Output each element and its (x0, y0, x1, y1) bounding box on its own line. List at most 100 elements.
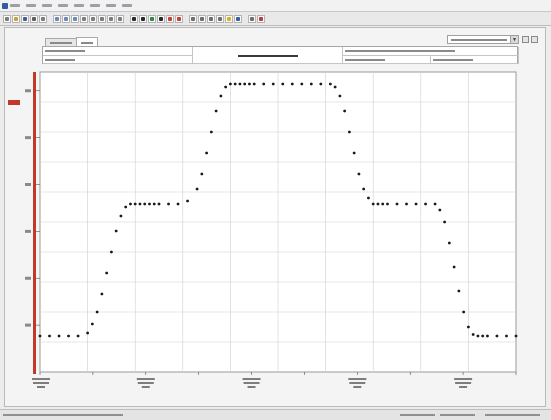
series-point (143, 202, 147, 206)
series-point (481, 334, 485, 338)
pause-button[interactable] (139, 14, 147, 23)
series-point (200, 172, 204, 176)
stop-button[interactable] (166, 14, 174, 23)
series-point (186, 199, 189, 203)
tab-label (50, 42, 72, 44)
step-button[interactable] (157, 14, 165, 23)
info-cell (43, 47, 193, 56)
series-point (309, 82, 313, 86)
print-icon (32, 16, 36, 21)
x-tick-label (243, 382, 260, 384)
marker-button[interactable] (98, 14, 106, 23)
series-point (271, 82, 275, 86)
tab-label (81, 41, 93, 44)
help-button[interactable] (234, 14, 242, 23)
pan-button[interactable] (80, 14, 88, 23)
series-point (443, 220, 446, 224)
alarm-button[interactable] (175, 14, 183, 23)
info-cell (343, 47, 519, 56)
series-point (495, 334, 499, 338)
series-point (367, 196, 370, 200)
info-cell (43, 56, 193, 64)
series-point (348, 130, 351, 134)
series-point (129, 202, 132, 206)
series-point (457, 289, 461, 293)
zoom-in-icon (55, 16, 59, 21)
series-point (243, 82, 247, 86)
x-tick-label (33, 382, 49, 384)
series-point (362, 187, 366, 191)
menu-item[interactable] (10, 4, 20, 7)
grid-button[interactable] (189, 14, 197, 23)
zoom-fit-button[interactable] (71, 14, 79, 23)
print-button[interactable] (30, 14, 38, 23)
y-axis-unit-label (8, 100, 20, 105)
play-button[interactable] (130, 14, 138, 23)
series-point (138, 202, 142, 206)
zoom-out-button[interactable] (62, 14, 70, 23)
copy-icon (41, 16, 45, 21)
menu-bar (0, 0, 551, 12)
channel-select[interactable]: ▼ (447, 35, 519, 44)
status-text (3, 414, 123, 416)
x-tick-label (37, 386, 45, 388)
new-button[interactable] (3, 14, 11, 23)
import-icon (218, 16, 222, 21)
menu-item[interactable] (26, 4, 36, 7)
series-point (376, 202, 380, 206)
open-button[interactable] (12, 14, 20, 23)
series-point (124, 205, 128, 209)
table-button[interactable] (198, 14, 206, 23)
series-point (176, 202, 180, 206)
export-button[interactable] (207, 14, 215, 23)
series-point (133, 202, 137, 206)
series-point (386, 202, 389, 206)
y-tick-label (25, 323, 31, 327)
save-button[interactable] (21, 14, 29, 23)
tab-strip (45, 37, 98, 47)
x-tick-label (141, 386, 150, 388)
series-point (105, 271, 109, 275)
cursor-button[interactable] (89, 14, 97, 23)
series-point (224, 85, 228, 89)
star-button[interactable] (225, 14, 233, 23)
menu-item[interactable] (58, 4, 68, 7)
series-point (462, 310, 466, 314)
menu-item[interactable] (106, 4, 116, 7)
series-point (343, 109, 347, 113)
series-point (100, 292, 104, 296)
chart-button[interactable] (248, 14, 256, 23)
logger-button[interactable] (257, 14, 265, 23)
stat-button[interactable] (116, 14, 124, 23)
find-button[interactable] (107, 14, 115, 23)
x-tick-label (137, 382, 154, 384)
status-text (400, 414, 435, 416)
zoom-in-button[interactable] (53, 14, 61, 23)
x-tick-label (32, 378, 50, 380)
tab-graph[interactable] (76, 37, 98, 47)
menu-item[interactable] (42, 4, 52, 7)
series-point (467, 325, 470, 329)
record-button[interactable] (148, 14, 156, 23)
channel-select-value (451, 38, 507, 41)
save-icon (23, 16, 27, 21)
options-button[interactable] (531, 36, 538, 43)
series-point (290, 82, 294, 86)
toolbar (0, 12, 551, 26)
x-tick-label (353, 386, 362, 388)
series-point (76, 334, 80, 338)
menu-item[interactable] (90, 4, 100, 7)
series-point (328, 82, 332, 86)
copy-button[interactable] (39, 14, 47, 23)
star-icon (227, 16, 231, 21)
series-point (333, 85, 337, 89)
y-tick-label (25, 183, 31, 186)
info-cell (431, 56, 519, 64)
menu-item[interactable] (74, 4, 84, 7)
stat-icon (118, 16, 122, 21)
pause-icon (141, 16, 145, 21)
settings-button[interactable] (522, 36, 529, 43)
menu-item[interactable] (122, 4, 132, 7)
import-button[interactable] (216, 14, 224, 23)
logger-icon (259, 16, 263, 21)
